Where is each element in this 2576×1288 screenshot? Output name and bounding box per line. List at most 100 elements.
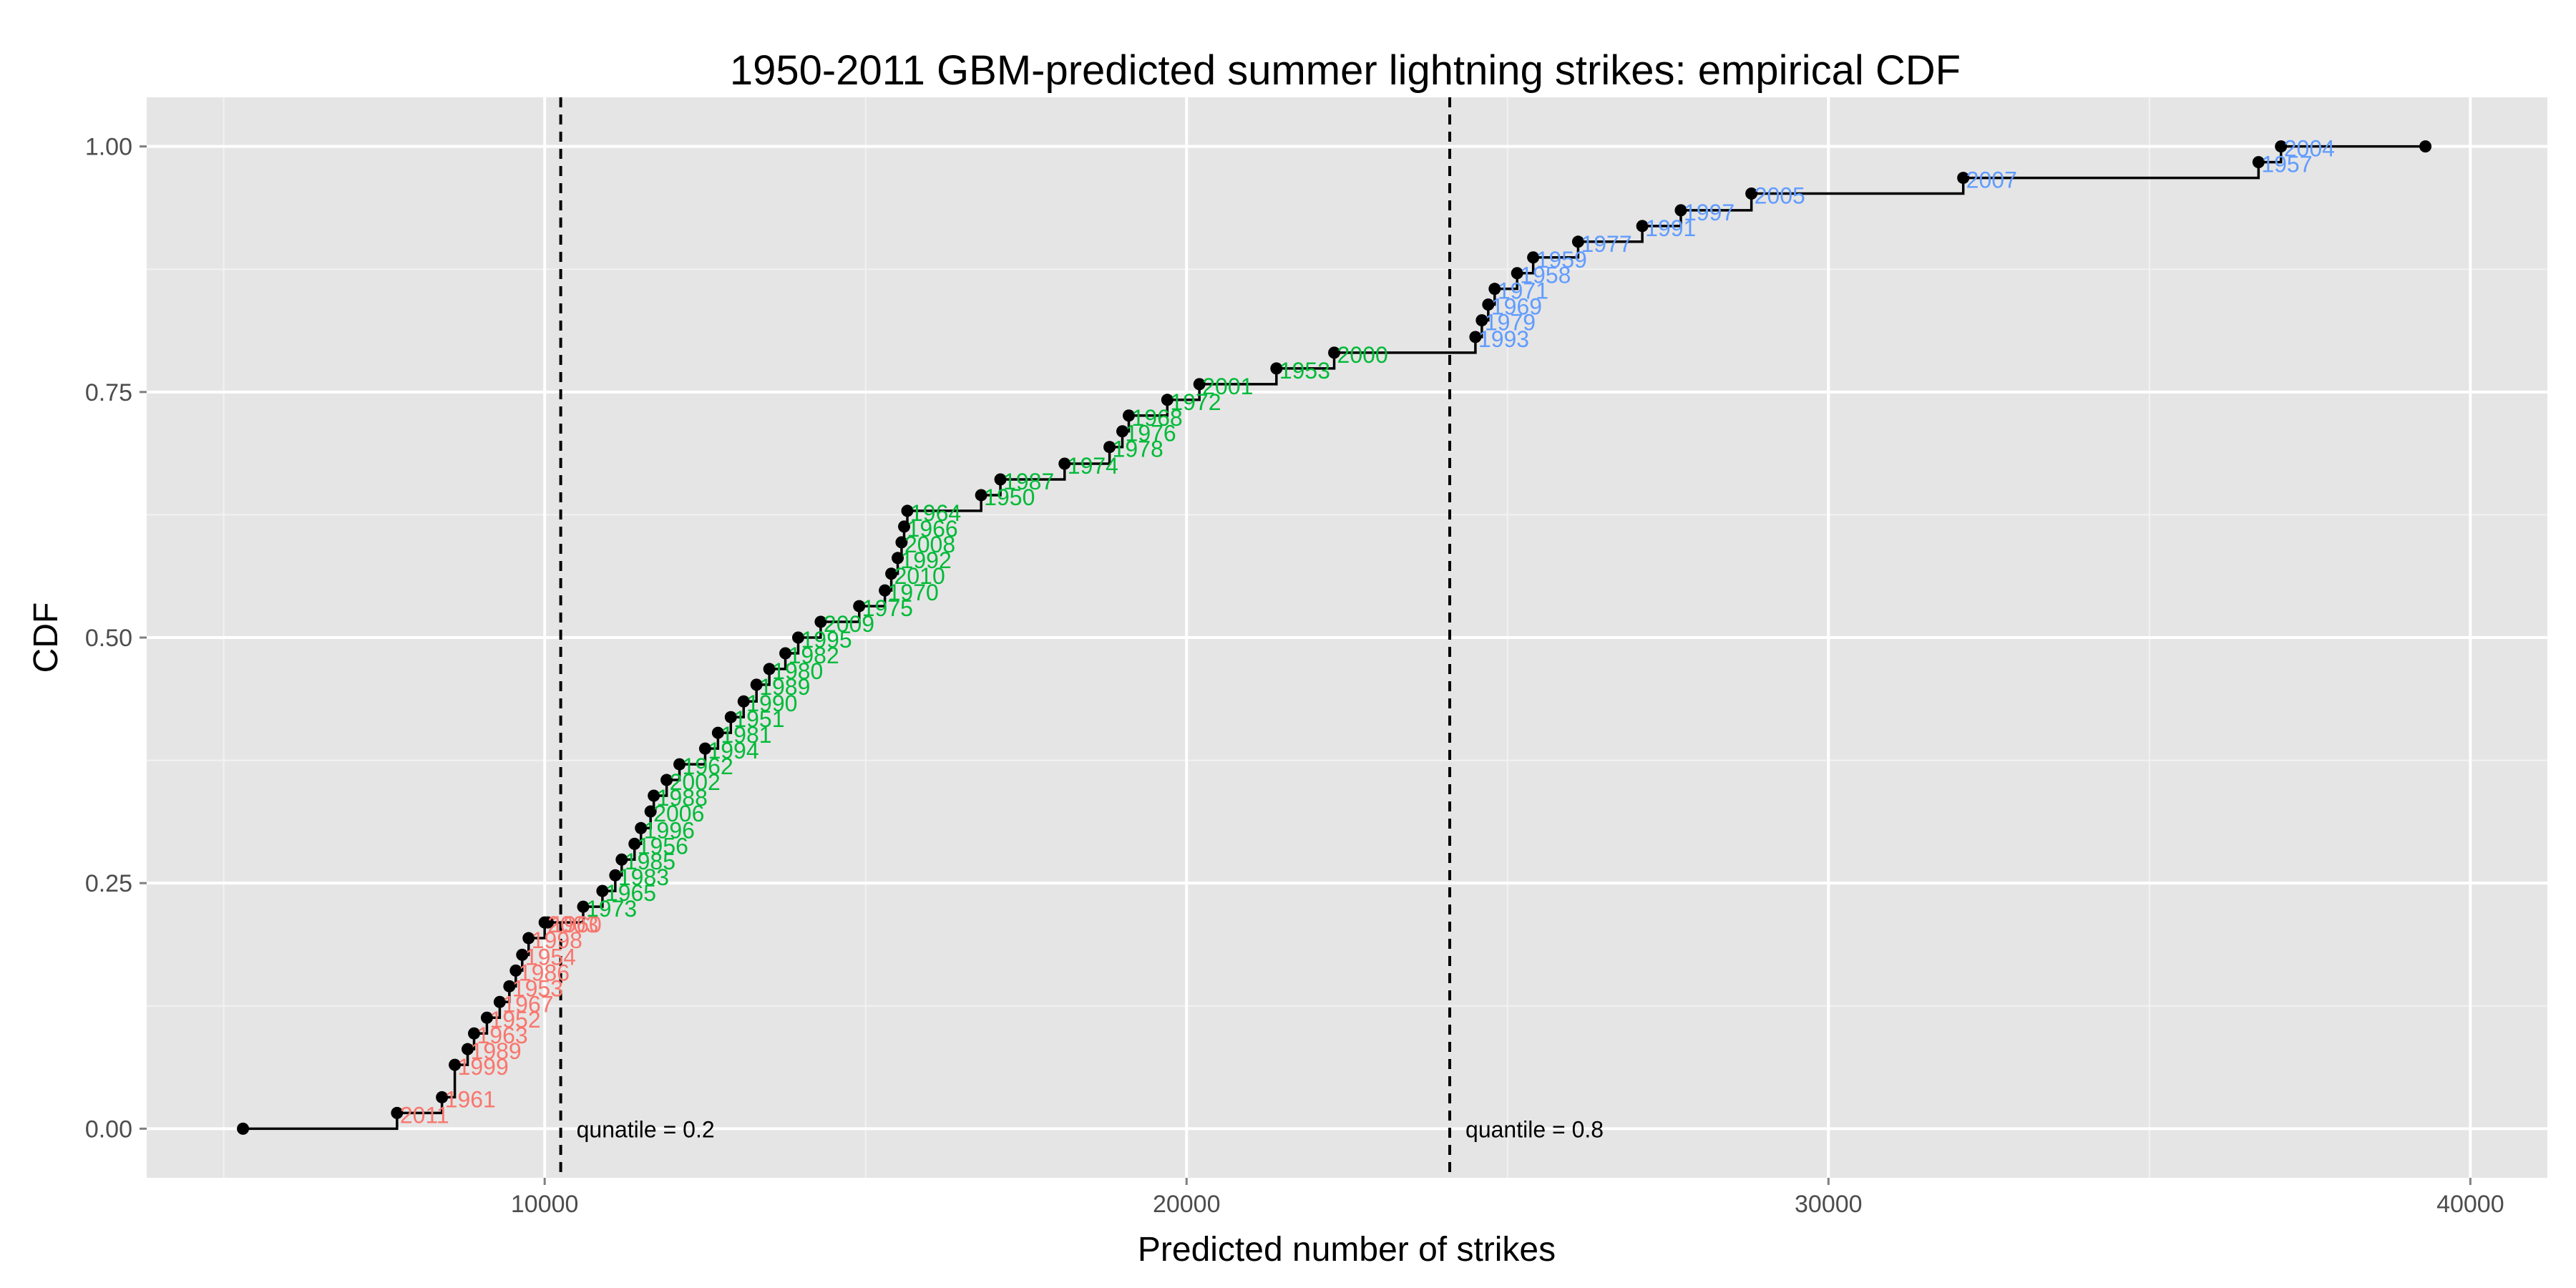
year-label: 1961 [445,1086,496,1112]
data-point [975,489,987,502]
data-point [901,504,914,517]
data-point [1123,409,1135,422]
year-label: 2003 [547,912,598,937]
year-label: 2000 [1337,342,1388,368]
year-label: 1958 [1520,263,1571,288]
year-label: 1950 [984,484,1035,510]
data-point [596,884,609,897]
data-point [879,584,892,597]
year-label: 1989 [471,1038,522,1064]
year-label: 1967 [502,991,553,1017]
data-point [542,916,555,929]
year-label: 1953 [512,975,563,1001]
quantile-lines: qunatile = 0.2 quantile = 0.8 [559,97,1604,1178]
year-label: 2006 [653,801,704,826]
year-label: 1976 [1126,421,1176,447]
year-label: 1952 [489,1007,540,1033]
year-label: 1975 [862,595,913,621]
year-label: 1979 [1485,310,1536,336]
year-label: 1998 [532,927,582,953]
data-point [503,980,516,992]
quantile-label: qunatile = 0.2 [577,1116,715,1142]
x-axis-title: Predicted number of strikes [1138,1231,1556,1269]
x-axis-ticks: 10000 20000 30000 40000 [511,1178,2504,1218]
data-point [1636,220,1649,233]
data-point [1116,425,1129,438]
data-point [1571,235,1584,248]
data-point [509,964,522,977]
data-point [449,1058,462,1071]
year-label: 1966 [907,516,958,542]
data-point [615,853,628,866]
year-label: 1980 [772,658,823,684]
data-point [1957,172,1970,185]
data-point [750,678,763,691]
data-point [436,1091,449,1103]
year-label: 1954 [525,944,576,970]
data-point [1270,362,1283,375]
year-labels: 2011196119991989196319521967195319861954… [400,136,2335,1128]
data-point [462,1043,474,1055]
year-label: 2008 [904,532,955,557]
year-label: 1989 [759,674,810,700]
data-point [1103,441,1116,454]
year-label: 2010 [894,563,945,589]
year-label: 1960 [551,912,602,937]
data-point [1193,378,1206,391]
y-axis-ticks: 0.00 0.25 0.50 0.75 1.00 [85,134,147,1143]
year-label: 1972 [1170,389,1221,415]
year-label: 1981 [721,722,771,748]
year-label: 2005 [1755,183,1805,209]
data-point [577,900,590,913]
year-label: 2009 [824,611,874,637]
chart-title: 1950-2011 GBM-predicted summer lightning… [730,47,1961,94]
year-label: 1996 [644,817,695,843]
year-label: 1959 [1536,247,1587,273]
x-tick-label: 20000 [1153,1191,1221,1218]
year-label: 1983 [618,864,669,890]
year-label: 1973 [586,896,637,922]
data-point [635,821,648,834]
year-label: 2007 [1966,167,2017,193]
major-gridlines [147,97,2547,1178]
year-label: 1985 [625,849,675,874]
data-point [792,631,805,644]
data-point [1511,267,1523,280]
data-point [895,536,908,549]
data-point [779,647,792,660]
data-point [1475,314,1488,327]
year-label: 1956 [638,833,688,859]
y-tick-label: 0.75 [85,379,132,406]
data-point [628,837,641,850]
y-tick-label: 0.50 [85,625,132,652]
y-tick-label: 1.00 [85,134,132,161]
ecdf-points [237,140,2432,1135]
data-point [1161,394,1174,406]
year-label: 1994 [708,738,758,763]
x-tick-label: 40000 [2436,1191,2504,1218]
year-label: 1995 [801,627,852,653]
data-point [1674,204,1687,217]
y-axis-title: CDF [27,602,65,673]
data-point [724,711,737,723]
year-label: 1978 [1113,436,1163,462]
year-label: 1969 [1491,294,1542,320]
year-label: 1970 [888,580,939,605]
year-label: 1993 [1478,326,1529,352]
year-label: 2002 [670,769,721,795]
data-point [493,995,506,1008]
data-point [480,1011,493,1024]
data-point [1527,251,1540,264]
y-tick-label: 0.25 [85,870,132,897]
year-label: 1957 [2261,152,2312,177]
year-label: 1992 [901,547,952,573]
data-point [660,774,673,786]
data-point [1058,457,1071,470]
data-point [737,695,750,708]
year-label: 1997 [1684,200,1735,225]
data-point [698,742,711,755]
year-label: 1962 [683,753,733,779]
data-point [814,615,827,628]
data-point [1469,331,1482,343]
year-label: 2011 [400,1102,449,1128]
